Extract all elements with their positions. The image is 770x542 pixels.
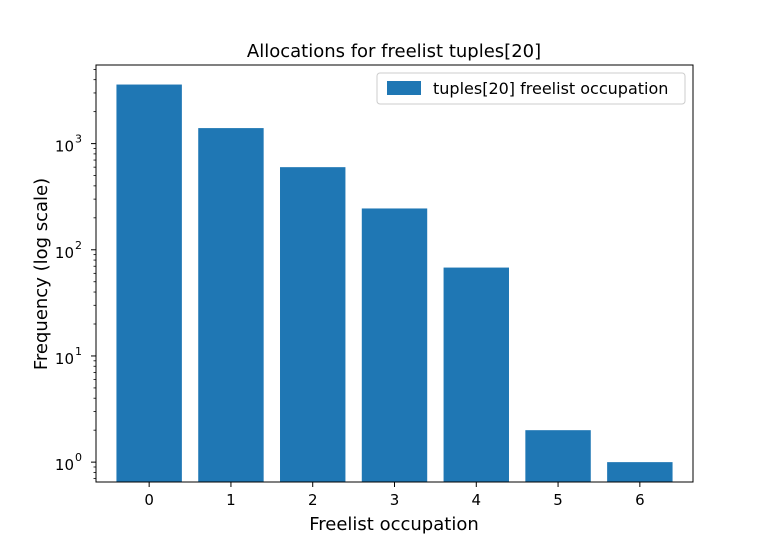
y-axis-label: Frequency (log scale) (31, 178, 52, 370)
bar-2 (280, 167, 346, 482)
x-axis-label: Freelist occupation (309, 514, 479, 535)
bar-0 (116, 84, 182, 483)
y-tick-exponent-1e2: 2 (75, 239, 82, 252)
bar-3 (361, 208, 428, 482)
y-tick-label-1e2: 10 (55, 244, 74, 262)
y-tick-exponent-1e0: 0 (75, 451, 82, 464)
x-tick-label-1: 1 (226, 491, 236, 509)
chart-title: Allocations for freelist tuples[20] (247, 41, 541, 62)
x-tick-label-2: 2 (308, 491, 318, 509)
bar-5 (525, 430, 591, 482)
legend-label: tuples[20] freelist occupation (433, 79, 668, 98)
y-tick-label-1e1: 10 (55, 350, 74, 368)
plot-frame (95, 64, 694, 483)
legend-box (376, 72, 686, 105)
x-tick-label-6: 6 (635, 491, 645, 509)
y-tick-label-1e0: 10 (55, 456, 74, 474)
bar-6 (607, 462, 673, 482)
x-tick-label-5: 5 (553, 491, 563, 509)
y-tick-label-1e3: 10 (55, 138, 74, 156)
x-tick-label-4: 4 (472, 491, 482, 509)
bar-1 (198, 128, 264, 482)
legend: tuples[20] freelist occupation (376, 72, 686, 105)
bar-4 (443, 267, 509, 482)
legend-swatch (387, 81, 421, 95)
y-tick-exponent-1e1: 1 (75, 345, 82, 358)
x-tick-label-0: 0 (144, 491, 154, 509)
y-tick-exponent-1e3: 3 (75, 133, 82, 146)
x-tick-label-3: 3 (390, 491, 400, 509)
